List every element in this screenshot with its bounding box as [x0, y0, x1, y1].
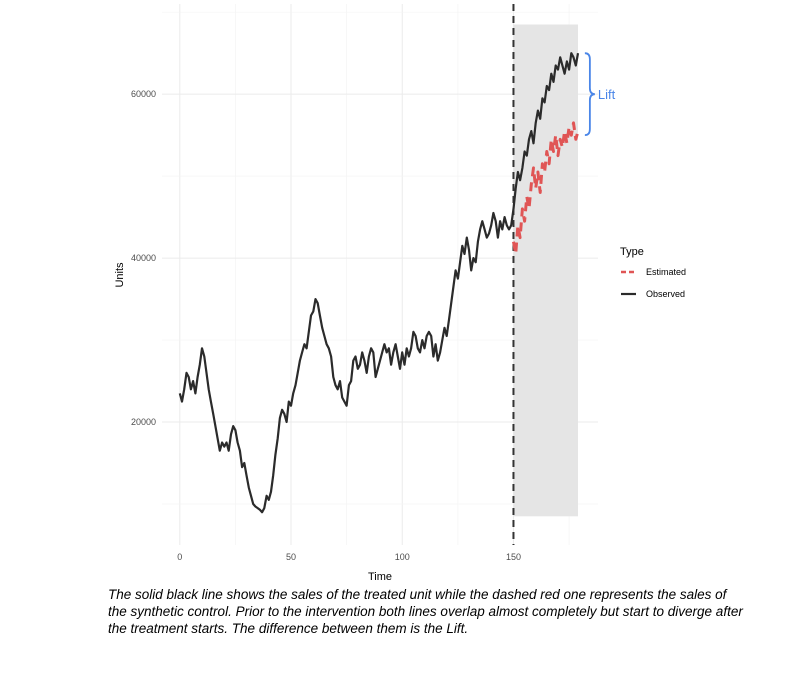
- x-tick-label: 0: [177, 552, 182, 562]
- y-tick-label: 60000: [131, 89, 156, 99]
- legend: Type Estimated Observed: [620, 246, 686, 299]
- y-tick-label: 20000: [131, 417, 156, 427]
- line-chart: 0 50 100 150 20000 40000 60000 Units Time Type…: [114, 4, 686, 582]
- series-line-observed: [178, 52, 580, 514]
- lift-label: Lift: [598, 87, 616, 102]
- figure-caption: The solid black line shows the sales of …: [108, 587, 743, 636]
- y-tick-label: 40000: [131, 253, 156, 263]
- legend-title: Type: [620, 246, 644, 258]
- series-line-estimated: [512, 121, 580, 256]
- post-intervention-shaded-region: [513, 24, 578, 517]
- x-tick-label: 150: [506, 552, 521, 562]
- x-tick-label: 50: [286, 552, 296, 562]
- x-axis-label: Time: [368, 571, 392, 582]
- axis-ticks: 0 50 100 150 20000 40000 60000: [131, 89, 521, 562]
- series-group: [178, 52, 580, 514]
- x-tick-label: 100: [395, 552, 410, 562]
- legend-label-observed: Observed: [646, 289, 685, 299]
- legend-label-estimated: Estimated: [646, 267, 686, 277]
- y-axis-label: Units: [114, 262, 126, 288]
